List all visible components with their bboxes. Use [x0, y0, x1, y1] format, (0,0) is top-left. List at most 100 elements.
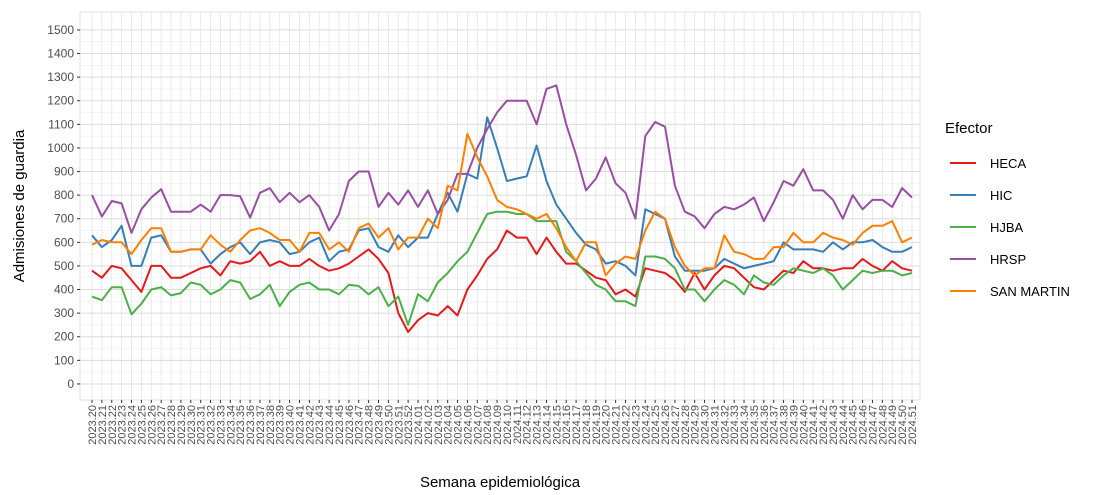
- y-tick-label: 400: [54, 283, 74, 297]
- y-tick-label: 200: [54, 330, 74, 344]
- x-tick-label: 2024.48: [877, 405, 889, 445]
- x-tick-label: 2023.35: [235, 405, 247, 445]
- x-tick-label: 2024.46: [858, 405, 870, 445]
- x-tick-label: 2024.43: [828, 405, 840, 445]
- x-tick-label: 2024.30: [700, 405, 712, 445]
- x-tick-label: 2024.45: [848, 405, 860, 445]
- y-tick-label: 800: [54, 188, 74, 202]
- x-tick-label: 2024.06: [462, 405, 474, 445]
- x-tick-label: 2024.08: [482, 405, 494, 445]
- y-tick-label: 100: [54, 353, 74, 367]
- x-tick-label: 2024.35: [749, 405, 761, 445]
- y-tick-label: 1100: [48, 117, 74, 131]
- x-tick-label: 2024.38: [779, 405, 791, 445]
- x-tick-label: 2024.15: [551, 405, 563, 445]
- y-tick-label: 900: [54, 165, 74, 179]
- legend-label: SAN MARTIN: [990, 284, 1070, 299]
- x-tick-label: 2024.28: [680, 405, 692, 445]
- x-tick-label: 2023.43: [314, 405, 326, 445]
- x-tick-label: 2024.47: [867, 405, 879, 445]
- panel: [79, 11, 921, 401]
- x-tick-label: 2023.32: [206, 405, 218, 445]
- x-tick-label: 2024.39: [788, 405, 800, 445]
- x-tick-label: 2024.18: [581, 405, 593, 445]
- x-tick-label: 2023.25: [136, 405, 148, 445]
- x-tick-label: 2024.21: [611, 405, 623, 445]
- x-tick-label: 2024.19: [591, 405, 603, 445]
- y-tick-label: 500: [54, 259, 74, 273]
- series-line: [91, 229, 913, 333]
- x-tick-label: 2023.49: [374, 405, 386, 445]
- x-tick-label: 2024.11: [512, 405, 524, 444]
- x-tick-label: 2023.30: [186, 405, 198, 445]
- x-tick-label: 2023.20: [87, 405, 99, 445]
- x-axis-title: Semana epidemiológica: [420, 474, 581, 491]
- x-tick-label: 2024.03: [433, 405, 445, 445]
- x-tick-label: 2024.49: [887, 405, 899, 445]
- y-tick-label: 700: [54, 212, 74, 226]
- x-tick-label: 2023.45: [334, 405, 346, 445]
- x-tick-label: 2024.10: [502, 405, 514, 445]
- x-tick-label: 2024.22: [620, 405, 632, 445]
- x-tick-label: 2024.04: [443, 405, 455, 445]
- x-tick-label: 2024.20: [601, 405, 613, 445]
- x-tick-label: 2024.36: [759, 405, 771, 445]
- x-tick-label: 2024.41: [808, 405, 820, 445]
- x-tick-label: 2023.41: [294, 405, 306, 445]
- x-tick-label: 2024.01: [413, 405, 425, 445]
- legend-title: Efector: [945, 120, 993, 137]
- x-tick-label: 2024.26: [660, 405, 672, 445]
- x-tick-label: 2024.07: [472, 405, 484, 445]
- x-tick-label: 2024.14: [541, 405, 553, 445]
- series-line: [91, 116, 913, 277]
- x-tick-label: 2024.09: [492, 405, 504, 445]
- x-tick-label: 2023.39: [275, 405, 287, 445]
- x-tick-label: 2023.37: [255, 405, 267, 445]
- x-tick-label: 2023.26: [146, 405, 158, 445]
- x-tick-label: 2023.21: [97, 405, 109, 445]
- x-tick-label: 2023.36: [245, 405, 257, 445]
- x-tick-label: 2023.51: [393, 405, 405, 445]
- y-tick-label: 600: [54, 235, 74, 249]
- x-tick-label: 2024.34: [739, 405, 751, 445]
- x-tick-label: 2024.42: [818, 405, 830, 445]
- series-line: [91, 210, 913, 326]
- x-tick-label: 2024.29: [690, 405, 702, 445]
- x-tick-label: 2023.28: [166, 405, 178, 445]
- x-tick-label: 2024.33: [729, 405, 741, 445]
- x-tick-label: 2024.16: [561, 405, 573, 445]
- x-tick-label: 2024.51: [907, 405, 919, 445]
- x-tick-label: 2024.27: [670, 405, 682, 445]
- x-tick-label: 2024.13: [532, 405, 544, 445]
- x-tick-label: 2023.29: [176, 405, 188, 445]
- x-tick-label: 2023.40: [285, 405, 297, 445]
- y-tick-label: 1200: [47, 94, 74, 108]
- x-tick-label: 2024.23: [630, 405, 642, 445]
- y-tick-label: 1000: [47, 141, 74, 155]
- x-tick-label: 2023.48: [364, 405, 376, 445]
- x-tick-label: 2024.44: [838, 405, 850, 445]
- x-tick-label: 2023.33: [215, 405, 227, 445]
- legend-label: HRSP: [990, 252, 1026, 267]
- series-line: [91, 132, 913, 277]
- x-tick-label: 2023.31: [196, 405, 208, 445]
- x-tick-label: 2024.50: [897, 405, 909, 445]
- x-tick-label: 2023.38: [265, 405, 277, 445]
- x-tick-label: 2023.23: [117, 405, 129, 445]
- x-tick-label: 2024.37: [769, 405, 781, 445]
- x-tick-label: 2023.52: [403, 405, 415, 445]
- x-tick-label: 2023.24: [127, 405, 139, 445]
- y-tick-label: 0: [67, 377, 74, 391]
- x-tick-label: 2023.34: [225, 405, 237, 445]
- x-tick-label: 2023.44: [324, 405, 336, 445]
- x-tick-label: 2023.46: [344, 405, 356, 445]
- x-tick-label: 2024.05: [453, 405, 465, 445]
- x-tick-label: 2024.02: [423, 405, 435, 445]
- x-tick-label: 2024.31: [709, 405, 721, 445]
- x-tick-label: 2023.22: [107, 405, 119, 445]
- x-tick-label: 2024.25: [650, 405, 662, 445]
- x-tick-label: 2024.24: [640, 405, 652, 445]
- x-tick-label: 2023.42: [304, 405, 316, 445]
- legend-label: HIC: [990, 188, 1012, 203]
